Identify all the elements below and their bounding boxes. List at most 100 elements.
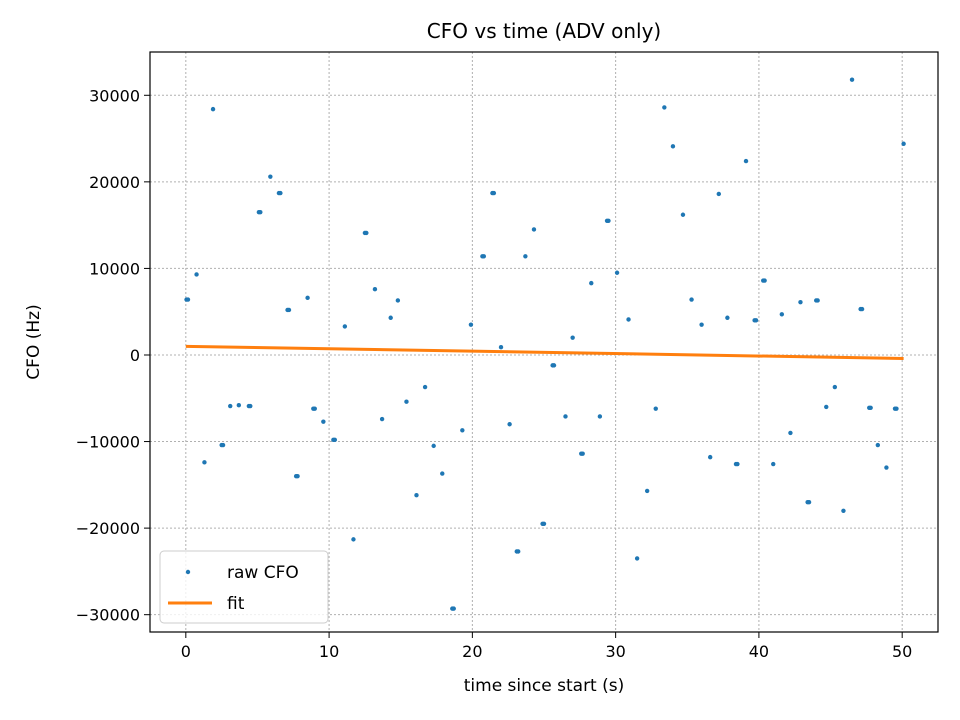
raw-cfo-point [541, 521, 547, 526]
raw-cfo-point [743, 158, 749, 164]
raw-cfo-point [580, 451, 585, 456]
y-tick-label: −10000 [76, 433, 140, 452]
raw-cfo-point [305, 295, 310, 301]
x-tick-label: 20 [462, 642, 482, 661]
raw-cfo-point [460, 428, 465, 433]
raw-cfo-point [431, 443, 436, 449]
y-tick-label: 30000 [89, 86, 140, 105]
x-tick-label: 30 [605, 642, 625, 661]
y-axis-ticks: −30000 −20000 −10000 0 10000 20000 30000 [76, 86, 150, 625]
chart-title: CFO vs time (ADV only) [427, 19, 661, 43]
legend-box [159, 550, 329, 624]
raw-cfo-point [258, 209, 263, 215]
raw-cfo-point [771, 461, 776, 467]
x-tick-label: 50 [892, 642, 912, 661]
raw-cfo-point [286, 307, 292, 313]
legend: raw CFO fit [159, 550, 329, 624]
raw-cfo-point [753, 318, 759, 323]
legend-raw-cfo-label: raw CFO [227, 563, 299, 583]
raw-cfo-point [788, 430, 793, 436]
raw-cfo-point [210, 106, 216, 112]
y-tick-label: 10000 [89, 259, 140, 278]
raw-cfo-point [332, 437, 338, 443]
raw-cfo-point [716, 191, 721, 197]
raw-cfo-point [779, 312, 785, 317]
raw-cfo-point [228, 403, 233, 409]
x-tick-label: 10 [319, 642, 339, 661]
raw-cfo-point [194, 272, 199, 277]
raw-cfo-point [364, 230, 369, 236]
raw-cfo-point [379, 416, 385, 422]
raw-cfo-point [507, 422, 512, 427]
raw-cfo-point [680, 212, 686, 217]
raw-cfo-point [707, 454, 713, 460]
raw-cfo-point [202, 460, 207, 465]
points-layer [184, 77, 906, 611]
raw-cfo-point [644, 488, 650, 494]
raw-cfo-point [832, 384, 838, 390]
raw-cfo-point [498, 344, 504, 350]
raw-cfo-point [321, 419, 326, 424]
raw-cfo-point [491, 190, 497, 196]
raw-cfo-point [626, 317, 631, 322]
fit-line-layer [185, 344, 904, 360]
plot-frame [149, 51, 939, 633]
fit-line [185, 344, 904, 360]
raw-cfo-point [670, 144, 676, 149]
raw-cfo-point [815, 298, 820, 303]
raw-cfo-point [451, 606, 456, 611]
raw-cfo-point [614, 270, 620, 275]
raw-cfo-point [634, 556, 640, 561]
raw-cfo-point [841, 508, 846, 514]
legend-fit-label: fit [227, 594, 245, 614]
y-tick-label: 0 [130, 346, 140, 365]
raw-cfo-point [806, 499, 812, 505]
raw-cfo-point [295, 473, 300, 479]
raw-cfo-point [481, 254, 487, 259]
raw-cfo-point [725, 315, 730, 320]
raw-cfo-point [901, 141, 906, 146]
raw-cfo-point [859, 306, 865, 312]
x-tick-label: 40 [749, 642, 769, 661]
raw-cfo-point [516, 549, 521, 554]
y-tick-label: −30000 [76, 606, 140, 625]
raw-cfo-point [875, 442, 881, 448]
raw-cfo-point [220, 442, 226, 448]
raw-cfo-point [597, 414, 603, 419]
raw-cfo-point [849, 77, 855, 82]
legend-raw-cfo-marker [185, 569, 191, 575]
raw-cfo-point [570, 335, 575, 340]
grid [150, 52, 938, 632]
raw-cfo-point [884, 465, 889, 470]
raw-cfo-point [395, 298, 401, 303]
raw-cfo-point [351, 537, 356, 542]
raw-cfo-point [468, 322, 474, 327]
raw-cfo-point [248, 403, 253, 409]
raw-cfo-point [606, 218, 611, 224]
raw-cfo-point [388, 315, 393, 320]
raw-cfo-point [422, 384, 428, 390]
x-axis-ticks: 0 10 20 30 40 50 [181, 632, 912, 661]
raw-cfo-point [662, 105, 667, 110]
raw-cfo-point [278, 190, 283, 196]
raw-cfo-point [531, 227, 537, 232]
y-axis-label: CFO (Hz) [24, 304, 44, 379]
raw-cfo-point [268, 174, 273, 179]
raw-cfo-point [372, 286, 378, 292]
raw-cfo-point [653, 406, 658, 411]
raw-cfo-point [185, 297, 191, 302]
raw-cfo-point [404, 399, 409, 404]
raw-cfo-point [440, 471, 445, 476]
raw-cfo-point [414, 493, 419, 498]
raw-cfo-point [824, 404, 829, 410]
y-tick-label: 20000 [89, 173, 140, 192]
raw-cfo-point [342, 324, 348, 329]
raw-cfo-point [312, 406, 317, 411]
raw-cfo-point [551, 363, 557, 368]
raw-cfo-point [762, 278, 767, 283]
raw-cfo-point [868, 405, 873, 410]
raw-cfo-point [236, 402, 242, 408]
x-axis-label: time since start (s) [464, 676, 625, 696]
